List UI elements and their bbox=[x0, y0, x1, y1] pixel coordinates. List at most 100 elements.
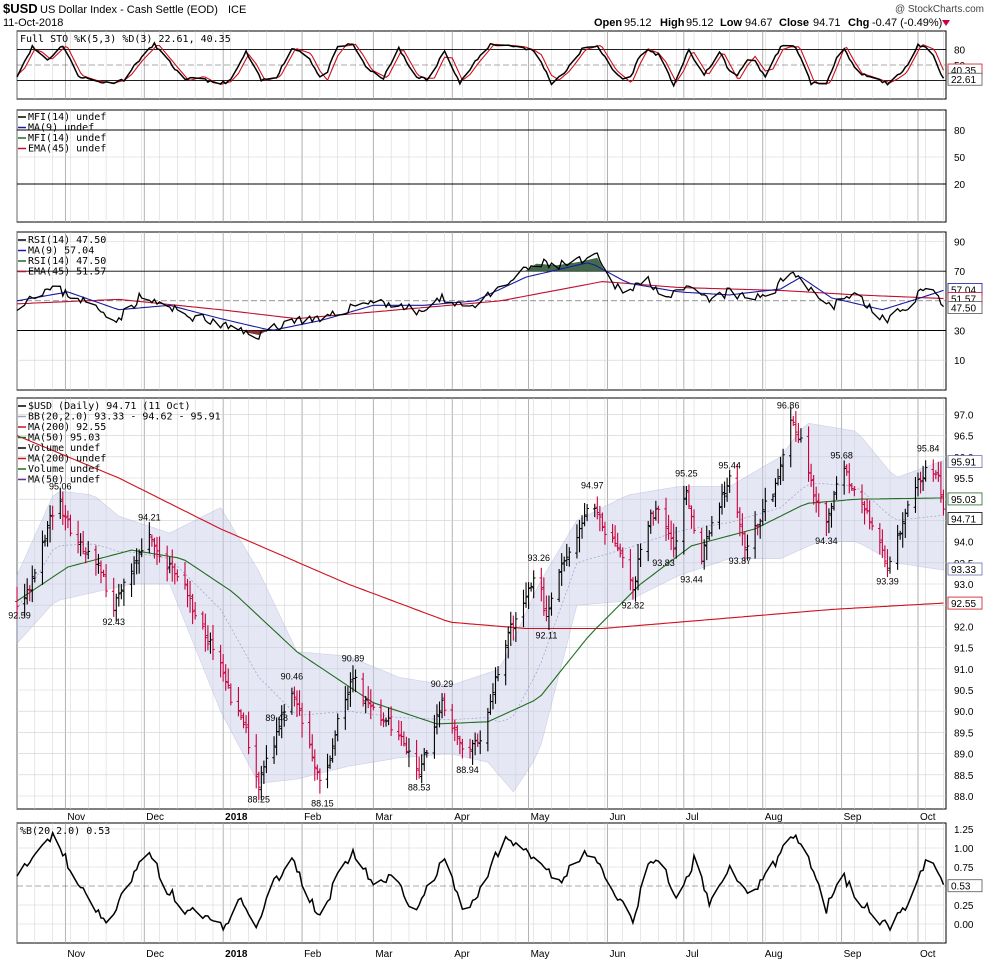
watermark: @ StockCharts.com bbox=[895, 4, 984, 15]
price-bar bbox=[794, 410, 798, 442]
price-bar bbox=[511, 615, 516, 641]
pctb-tick-label: 1.00 bbox=[954, 844, 974, 855]
price-bar bbox=[595, 496, 600, 520]
price-tick-label: 92.0 bbox=[954, 622, 974, 633]
price-bar bbox=[806, 426, 811, 482]
price-bar bbox=[468, 738, 472, 759]
price-bar bbox=[396, 720, 401, 741]
price-annotation: 94.21 bbox=[138, 513, 161, 523]
price-bar bbox=[939, 461, 943, 503]
price-bar bbox=[236, 687, 241, 717]
price-bar bbox=[585, 503, 589, 522]
price-bar bbox=[727, 469, 732, 493]
sto-tick-label: 80 bbox=[954, 45, 966, 56]
price-bar bbox=[117, 583, 121, 607]
price-bar bbox=[526, 582, 531, 610]
price-annotation: 90.89 bbox=[342, 653, 365, 663]
ma200-line bbox=[16, 435, 944, 630]
price-annotation: 92.82 bbox=[622, 601, 645, 611]
price-panel: 97.096.596.095.595.094.594.093.593.092.5… bbox=[8, 397, 983, 810]
price-bar bbox=[496, 665, 500, 682]
month-label-Jun: Jun bbox=[609, 812, 625, 823]
price-bar bbox=[524, 582, 528, 608]
price-bar bbox=[300, 702, 304, 738]
price-annotation: 88.15 bbox=[311, 799, 334, 809]
close-value: 94.71 bbox=[813, 17, 841, 29]
price-bar bbox=[539, 567, 544, 602]
price-tick-label: 90.5 bbox=[954, 686, 974, 697]
price-bar bbox=[292, 686, 297, 707]
chart-date: 11-Oct-2018 bbox=[3, 17, 63, 29]
price-bar bbox=[582, 502, 587, 527]
price-bar bbox=[916, 472, 920, 497]
price-annotation: 92.11 bbox=[535, 631, 557, 641]
price-bar bbox=[771, 493, 775, 503]
bollinger-middle bbox=[16, 482, 944, 723]
price-bar bbox=[918, 471, 923, 494]
price-annotation: 88.53 bbox=[408, 783, 431, 793]
price-bar bbox=[755, 523, 760, 536]
month-label-2018: 2018 bbox=[225, 812, 248, 823]
price-annotation: 90.29 bbox=[431, 679, 454, 689]
price-bar bbox=[514, 612, 518, 643]
month-label-Oct: Oct bbox=[920, 949, 936, 960]
price-bar bbox=[442, 693, 447, 717]
month-label-Feb: Feb bbox=[304, 949, 322, 960]
price-bar bbox=[389, 706, 393, 737]
price-bar bbox=[134, 548, 139, 575]
price-bar bbox=[671, 523, 676, 558]
price-bar bbox=[119, 584, 124, 600]
price-annotation: 95.84 bbox=[917, 444, 940, 454]
price-tick-label: 90.0 bbox=[954, 707, 974, 718]
low-value: 94.67 bbox=[745, 17, 773, 29]
price-bar bbox=[503, 639, 508, 686]
month-label-Mar: Mar bbox=[375, 949, 393, 960]
price-bar bbox=[898, 530, 902, 540]
price-bar bbox=[878, 523, 882, 555]
price-bar bbox=[96, 553, 101, 574]
price-bars bbox=[15, 407, 946, 801]
price-annotation: 90.46 bbox=[281, 672, 304, 682]
price-legend-6: Volume undef bbox=[28, 464, 100, 475]
price-bar bbox=[58, 487, 63, 520]
price-bar bbox=[379, 699, 383, 726]
price-bar bbox=[437, 701, 442, 728]
price-annotation: 89.48 bbox=[265, 713, 288, 723]
month-label-Sep: Sep bbox=[844, 949, 862, 960]
ma50-line bbox=[16, 497, 944, 725]
price-bar bbox=[704, 525, 709, 561]
price-bar bbox=[81, 530, 85, 555]
bb-lower-badge: 93.33 bbox=[951, 565, 976, 576]
price-tick-label: 88.0 bbox=[954, 792, 974, 803]
chg-value: -0.47 (-0.49%) bbox=[872, 17, 942, 29]
month-label-Nov: Nov bbox=[67, 949, 85, 960]
rsi-oversold-fill bbox=[246, 330, 318, 335]
price-bar bbox=[646, 520, 651, 562]
price-bar bbox=[531, 570, 536, 599]
price-bar bbox=[68, 514, 73, 537]
price-bar bbox=[567, 547, 572, 567]
price-bar bbox=[27, 585, 32, 602]
price-bar bbox=[710, 515, 714, 537]
rsi-tick-label: 70 bbox=[954, 267, 966, 278]
price-bar bbox=[564, 543, 569, 566]
price-bar bbox=[613, 525, 617, 547]
sto-d-line bbox=[16, 43, 945, 85]
pctb-tick-label: 0.75 bbox=[954, 863, 974, 874]
price-bar bbox=[776, 468, 780, 486]
month-label-Jun: Jun bbox=[609, 949, 625, 960]
mfi-tick-label: 50 bbox=[954, 153, 966, 164]
price-bar bbox=[343, 685, 348, 730]
price-bar bbox=[529, 582, 533, 592]
price-bar bbox=[152, 537, 157, 559]
price-bar bbox=[506, 626, 511, 659]
price-bar bbox=[63, 505, 68, 531]
price-bar bbox=[254, 734, 259, 789]
price-bar bbox=[348, 672, 353, 707]
price-bar bbox=[132, 556, 136, 586]
rsi-ma-line bbox=[16, 262, 944, 331]
month-label-2018: 2018 bbox=[225, 949, 248, 960]
mfi-tick-label: 80 bbox=[954, 126, 966, 137]
price-bar bbox=[43, 534, 47, 547]
price-bar bbox=[615, 532, 620, 551]
